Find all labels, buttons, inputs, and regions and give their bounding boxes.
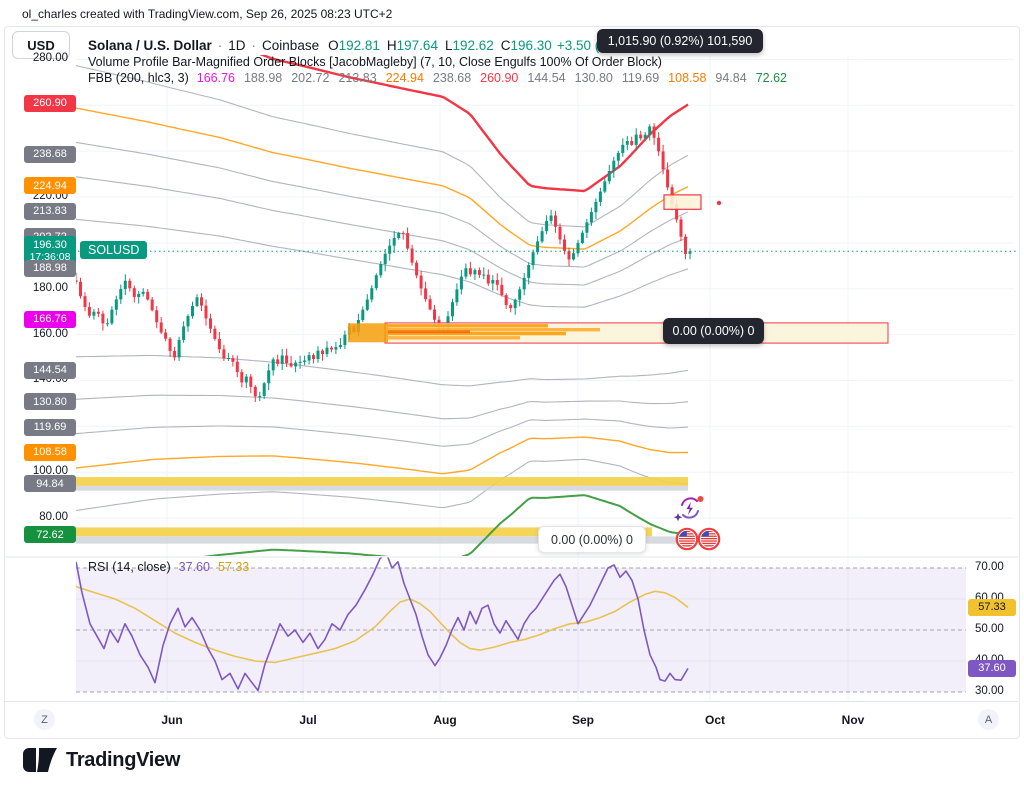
ohlc-item: L192.62 xyxy=(444,37,494,53)
fbb-values: 166.76 188.98 202.72 213.83 224.94 238.68 260.… xyxy=(197,71,787,85)
tradingview-logo[interactable]: TradingView xyxy=(22,746,180,774)
attribution-text: ol_charles created with TradingView.com,… xyxy=(22,7,393,21)
exchange-label: Coinbase xyxy=(262,37,320,53)
rsi-legend-row[interactable]: RSI (14, close) 37.60 57.33 xyxy=(88,560,249,574)
refresh-events-icon[interactable] xyxy=(673,496,704,522)
fbb-basis-and-lower-band xyxy=(203,494,689,556)
month-label[interactable]: Oct xyxy=(704,713,726,727)
month-label[interactable]: Jul xyxy=(299,713,317,727)
fbb-bands xyxy=(76,55,689,512)
fbb-value: 188.98 xyxy=(243,71,283,85)
rsi-value-badge: 57.33 xyxy=(968,598,1016,616)
fbb-value: 94.84 xyxy=(715,71,747,85)
separator-dot: · xyxy=(251,37,257,53)
indicator-price-badge: 144.54 xyxy=(24,361,76,379)
rsi-value-badge: 37.60 xyxy=(968,659,1016,677)
rsi-value: 37.60 xyxy=(178,560,210,574)
ohlc-values: O192.81 H197.64 L192.62 C196.30 xyxy=(328,38,552,53)
indicator-price-badge: 166.76 xyxy=(24,310,76,328)
fbb-value: 72.62 xyxy=(755,71,787,85)
month-label[interactable]: Aug xyxy=(433,713,457,727)
price-axis-label: 100.00 xyxy=(32,465,68,478)
interval-label: 1D xyxy=(228,37,246,53)
scroll-right-button[interactable]: A xyxy=(978,709,999,730)
us-economic-event-icon[interactable] xyxy=(675,527,699,551)
fbb-value: 144.54 xyxy=(527,71,566,85)
fbb-value: 166.76 xyxy=(196,71,235,85)
order-block-zones xyxy=(76,194,889,544)
tradingview-logo-text: TradingView xyxy=(66,748,181,771)
fbb-legend-row[interactable]: FBB (200, hlc3, 3) 166.76 188.98 202.72 213… xyxy=(88,70,787,86)
volume-profile-legend-row[interactable]: Volume Profile Bar-Magnified Order Block… xyxy=(88,54,662,70)
indicator-price-badge: 238.68 xyxy=(24,145,76,163)
indicator-price-badge: 260.90 xyxy=(24,94,76,112)
indicator-price-badge: 224.94 xyxy=(24,177,76,195)
scroll-left-button[interactable]: Z xyxy=(34,709,55,730)
ohlc-item: H197.64 xyxy=(386,37,438,53)
fbb-value: 108.58 xyxy=(668,71,707,85)
currency-toggle-button[interactable]: USD xyxy=(12,31,70,59)
indicator-price-badge: 119.69 xyxy=(24,418,76,436)
price-axis-label: 160.00 xyxy=(32,327,68,340)
indicator-price-badge: 130.80 xyxy=(24,393,76,411)
month-label[interactable]: Sep xyxy=(571,713,595,727)
us-economic-event-icon[interactable] xyxy=(697,527,721,551)
fbb-value: 202.72 xyxy=(291,71,330,85)
indicator-price-badge: 108.58 xyxy=(24,443,76,461)
separator-dot: · xyxy=(217,37,223,53)
fbb-value: 119.69 xyxy=(621,71,660,85)
price-axis-label: 280.00 xyxy=(32,52,68,65)
current-price-symbol-tag: SOLUSD xyxy=(80,241,148,259)
rsi-axis-label: 50.00 xyxy=(975,623,1004,635)
tradingview-logo-icon xyxy=(23,748,57,772)
fbb-label: FBB (200, hlc3, 3) xyxy=(88,71,189,85)
indicator-price-badge: 188.98 xyxy=(24,259,76,277)
indicator-price-badge: 94.84 xyxy=(24,475,76,493)
symbol-title: Solana / U.S. Dollar xyxy=(88,37,212,53)
price-change-tooltip: 1,015.90 (0.92%) 101,590 xyxy=(597,29,763,53)
fbb-value: 238.68 xyxy=(432,71,472,85)
events-tooltip: 0.00 (0.00%) 0 xyxy=(538,526,646,553)
fbb-value: 213.83 xyxy=(338,71,377,85)
rsi-label: RSI (14, close) xyxy=(88,560,171,574)
fbb-value: 260.90 xyxy=(480,71,519,85)
volume-profile-label: Volume Profile Bar-Magnified Order Block… xyxy=(88,55,662,69)
rsi-axis-label: 70.00 xyxy=(975,561,1004,573)
ohlc-item: O192.81 xyxy=(328,37,380,53)
order-block-tooltip: 0.00 (0.00%) 0 xyxy=(663,318,764,344)
price-axis-label: 180.00 xyxy=(32,281,68,294)
month-label[interactable]: Jun xyxy=(161,713,183,727)
symbol-legend-row[interactable]: Solana / U.S. Dollar · 1D · Coinbase O19… xyxy=(88,37,650,53)
time-axis[interactable]: Z Jun Jul Aug Sep Oct Nov A xyxy=(5,701,1018,737)
fbb-value: 130.80 xyxy=(574,71,613,85)
month-label[interactable]: Nov xyxy=(841,713,865,727)
fbb-value: 224.94 xyxy=(385,71,424,85)
indicator-price-badge: 72.62 xyxy=(24,526,76,544)
price-axis-label: 80.00 xyxy=(39,511,68,524)
ohlc-item: C196.30 xyxy=(500,37,552,53)
rsi-plot xyxy=(76,557,689,692)
rsi-axis-label: 30.00 xyxy=(975,685,1004,697)
chart-card-border xyxy=(4,26,1020,739)
chart-canvas[interactable] xyxy=(0,0,1024,740)
rsi-ma-value: 57.33 xyxy=(217,560,250,574)
indicator-price-badge: 213.83 xyxy=(24,202,76,220)
